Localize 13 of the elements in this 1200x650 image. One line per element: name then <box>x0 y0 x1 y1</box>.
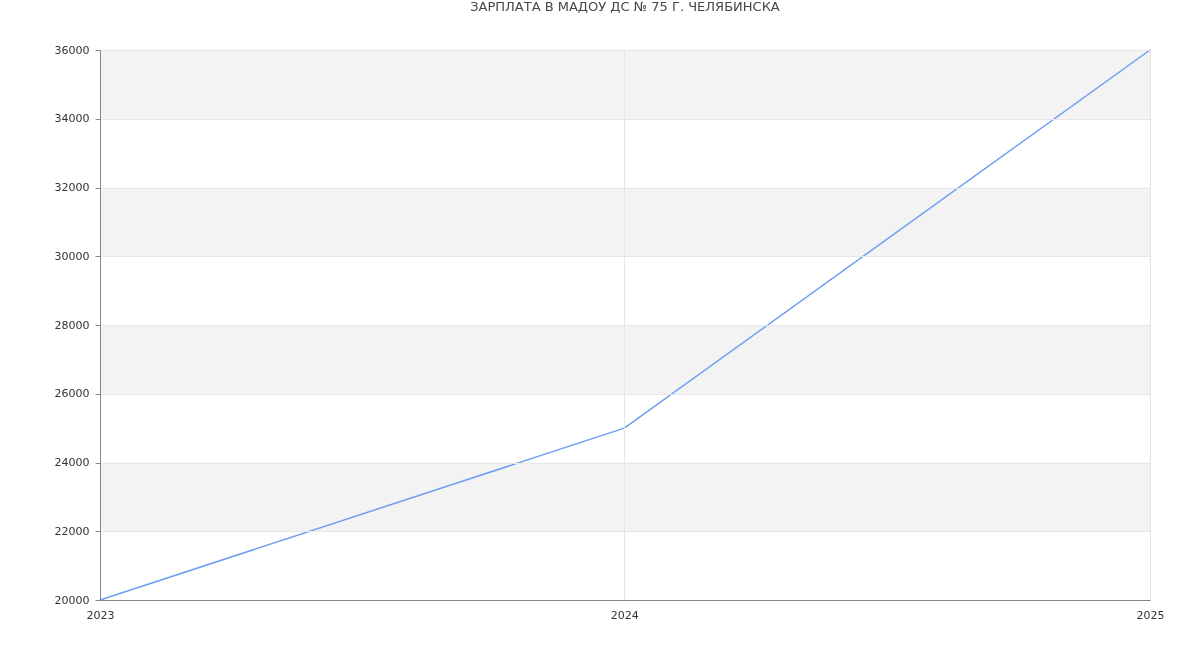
y-tick-label: 28000 <box>54 318 90 332</box>
y-tick-label: 22000 <box>54 524 90 538</box>
chart-title: ЗАРПЛАТА В МАДОУ ДС № 75 Г. ЧЕЛЯБИНСКА <box>470 0 780 14</box>
x-tick-label: 2025 <box>1136 608 1165 622</box>
y-tick-label: 24000 <box>54 456 90 469</box>
y-tick-label: 32000 <box>54 181 90 194</box>
x-tick-label: 2024 <box>610 608 639 622</box>
y-tick-label: 30000 <box>54 249 90 263</box>
x-tick-label: 2023 <box>86 608 115 622</box>
y-tick-label: 34000 <box>54 112 90 126</box>
y-tick-label: 36000 <box>54 43 90 57</box>
y-tick-label: 20000 <box>54 593 90 607</box>
y-tick-label: 26000 <box>54 387 90 401</box>
